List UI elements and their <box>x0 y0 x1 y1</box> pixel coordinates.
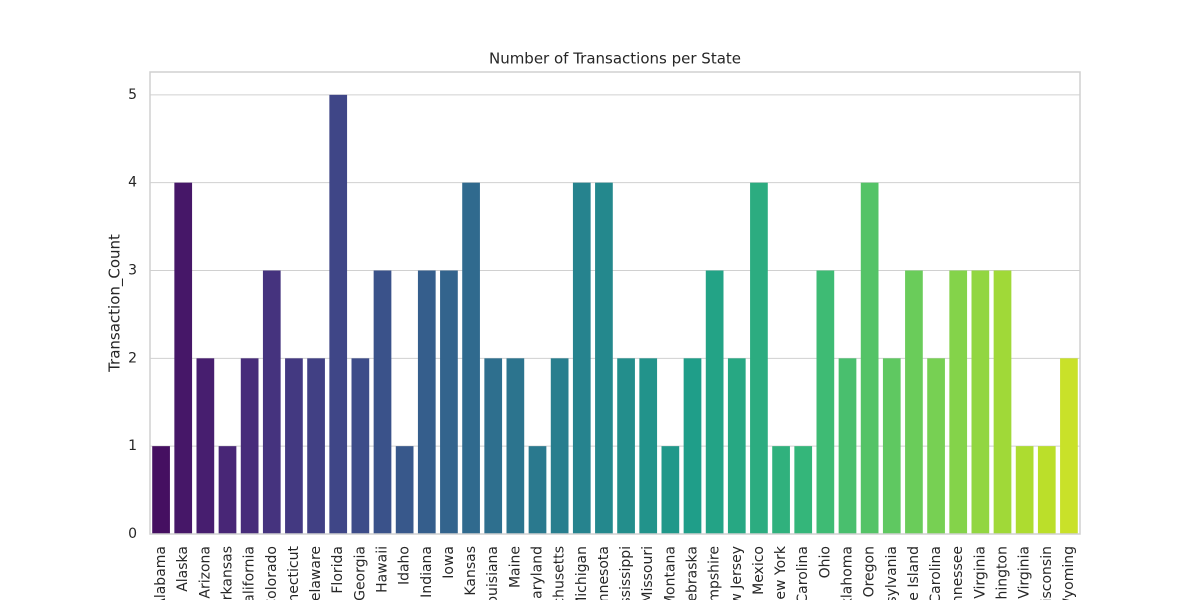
x-tick-label: New York <box>773 545 789 600</box>
bar <box>484 358 503 534</box>
x-tick-label: North Carolina <box>795 546 811 600</box>
y-axis-label: Transaction_Count <box>106 234 125 373</box>
bar <box>949 270 968 534</box>
x-tick-label: Maryland <box>530 546 546 600</box>
bar <box>683 358 702 534</box>
x-tick-label: New Hampshire <box>707 546 723 600</box>
bar <box>705 270 724 534</box>
bar <box>927 358 945 534</box>
bar <box>727 358 746 534</box>
x-tick-label: Michigan <box>574 546 590 600</box>
x-tick-label: Tennessee <box>950 546 966 600</box>
x-tick-label: Alabama <box>153 546 169 600</box>
x-tick-label: Rhode Island <box>906 546 922 600</box>
bar <box>528 446 547 534</box>
bar <box>1015 446 1034 534</box>
x-tick-label: West Virginia <box>1017 546 1033 600</box>
x-tick-label: Colorado <box>264 546 280 600</box>
bar <box>351 358 370 534</box>
bar <box>395 446 414 534</box>
bar <box>417 270 436 534</box>
x-tick-label: Maine <box>507 546 523 588</box>
bar <box>838 358 857 534</box>
x-tick-label: Missouri <box>640 546 656 600</box>
bar <box>550 358 569 534</box>
chart-title: Number of Transactions per State <box>489 50 741 68</box>
bar <box>196 358 215 534</box>
bar <box>174 182 193 535</box>
x-tick-label: Arizona <box>197 546 213 599</box>
x-tick-label: Oregon <box>862 546 878 597</box>
x-tick-label: South Carolina <box>928 546 944 600</box>
x-tick-label: Idaho <box>397 546 413 585</box>
y-tick-label: 2 <box>128 350 137 366</box>
bar <box>905 270 923 534</box>
bar <box>595 182 613 535</box>
bar <box>329 94 348 535</box>
x-tick-label: Kansas <box>463 546 479 596</box>
bar <box>307 358 325 534</box>
bar <box>816 270 835 534</box>
bar <box>993 270 1012 534</box>
x-tick-label: Alaska <box>175 546 191 592</box>
x-tick-label: Arkansas <box>220 546 236 600</box>
x-tick-label: New Jersey <box>729 546 745 600</box>
x-tick-label: Indiana <box>419 546 435 598</box>
bar <box>772 446 790 534</box>
bar <box>285 358 303 534</box>
bar <box>661 446 680 534</box>
x-tick-label: Iowa <box>441 546 457 579</box>
x-tick-label: Minnesota <box>596 546 612 600</box>
x-tick-label: Louisiana <box>485 546 501 600</box>
x-tick-label: Oklahoma <box>840 546 856 600</box>
x-tick-label: Nebraska <box>685 546 701 600</box>
x-tick-label: Hawaii <box>375 546 391 593</box>
y-tick-label: 0 <box>128 526 137 542</box>
y-tick-label: 5 <box>128 87 137 103</box>
y-tick-label: 1 <box>128 438 137 454</box>
x-tick-label: New Mexico <box>751 546 767 600</box>
y-tick-label: 4 <box>128 175 137 191</box>
bar <box>572 182 591 535</box>
x-tick-label: Mississippi <box>618 546 634 600</box>
bar <box>240 358 259 534</box>
bar <box>794 446 813 534</box>
x-tick-label: Wisconsin <box>1039 546 1055 600</box>
bar <box>373 270 392 534</box>
x-tick-label: Florida <box>330 546 346 594</box>
bar <box>639 358 658 534</box>
x-tick-label: Delaware <box>308 546 324 600</box>
x-tick-label: Ohio <box>817 546 833 578</box>
x-tick-label: Massachusetts <box>552 546 568 600</box>
x-tick-label: Wyoming <box>1061 546 1077 600</box>
x-tick-label: Connecticut <box>286 545 302 600</box>
bar <box>882 358 901 534</box>
bar <box>152 446 170 534</box>
bar <box>506 358 525 534</box>
x-tick-label: Washington <box>995 546 1011 600</box>
bar <box>750 182 768 535</box>
bar <box>262 270 281 534</box>
bar <box>440 270 458 534</box>
bar <box>860 182 879 535</box>
y-tick-label: 3 <box>128 263 137 279</box>
x-tick-label: Montana <box>662 546 678 600</box>
bar <box>617 358 635 534</box>
plot-frame <box>149 71 1081 535</box>
x-tick-label: Pennsylvania <box>884 546 900 600</box>
bar <box>218 446 237 534</box>
bar <box>462 182 480 535</box>
bar <box>1060 358 1078 534</box>
x-tick-label: California <box>242 546 258 600</box>
bar <box>971 270 990 534</box>
x-tick-label: Georgia <box>352 546 368 600</box>
x-tick-label: Virginia <box>972 546 988 599</box>
bar <box>1037 446 1056 534</box>
